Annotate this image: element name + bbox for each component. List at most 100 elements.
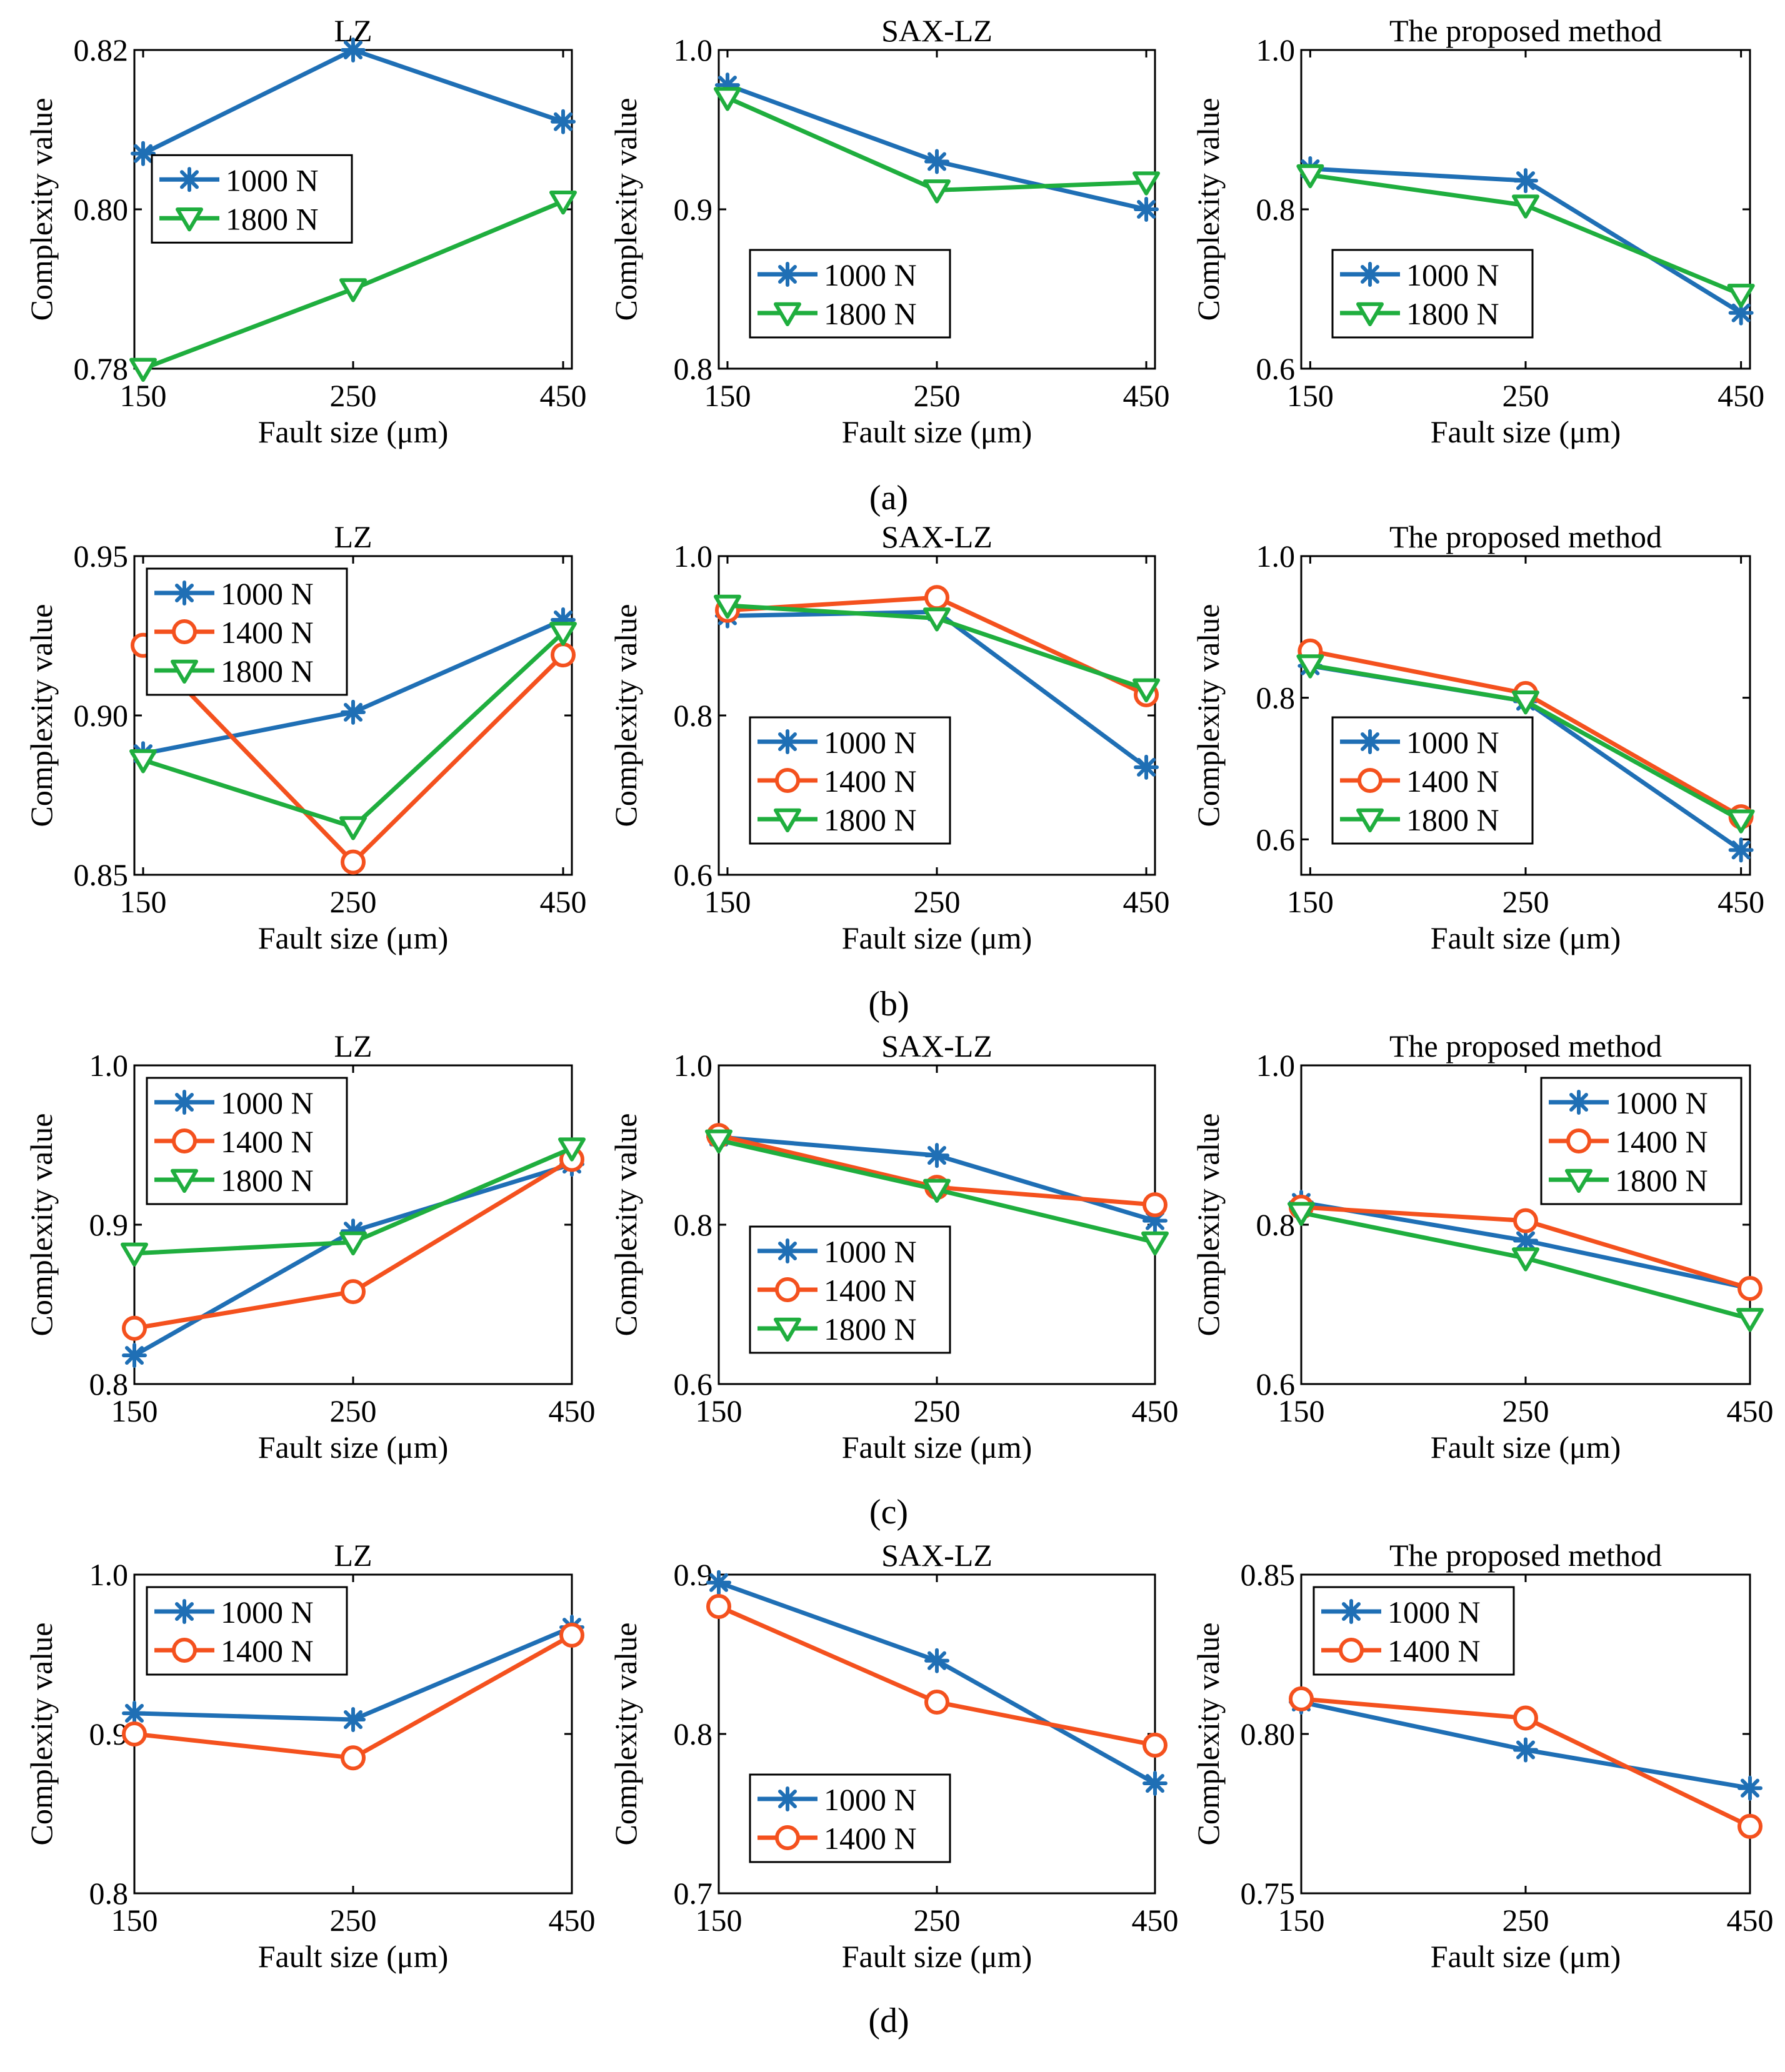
chart-r1c3-ylabel: Complexity value — [1191, 98, 1226, 321]
chart-r2c1-legend-item-1800-n-label: 1800 N — [221, 654, 314, 689]
chart-r2c2-legend-item-1400-n-marker — [775, 768, 800, 793]
chart-r4c2-legend-item-1000-n-marker — [775, 1786, 800, 1811]
chart-r4c3-xtick-label: 450 — [1727, 1903, 1774, 1938]
chart-r3c3-series-1400-n-point — [1513, 1208, 1538, 1233]
chart-r4c1-series-1000-n-point — [122, 1700, 147, 1726]
chart-r4c3: The proposed method 0.75 0.80 0.85 150 250 450… — [1191, 1538, 1774, 1974]
chart-r4c2-xtick-label: 150 — [696, 1903, 742, 1938]
chart-r1c2-title: SAX-LZ — [881, 13, 992, 48]
chart-r1c3-legend-item-1800-n-label: 1800 N — [1406, 296, 1499, 331]
chart-r1c1-series-1000-n-point-stroke — [133, 144, 153, 163]
chart-r3c2-xtick-label: 150 — [696, 1393, 742, 1428]
chart-r1c2-xlabel: Fault size (μm) — [842, 414, 1032, 449]
chart-r3c1-xtick-label: 250 — [330, 1393, 377, 1428]
chart-r1c3-ytick-label: 0.6 — [1256, 351, 1296, 386]
chart-r1c1-xtick-label: 250 — [330, 378, 377, 413]
chart-r3c3-series-1800-n-point — [1512, 1247, 1539, 1272]
chart-r4c1-series-1000-n-point-stroke — [124, 1703, 144, 1723]
chart-r3c2-ytick-label: 0.8 — [674, 1207, 713, 1242]
chart-r2c2-legend-item-1000-n-marker — [775, 729, 800, 754]
chart-r1c2-xtick-label: 150 — [704, 378, 751, 413]
chart-r4c3-legend-item-1000-n-marker — [1339, 1599, 1364, 1624]
chart-r1c1-series-1000-n-line — [142, 47, 564, 156]
chart-r3c3-series-1000-n-point-stroke — [1516, 1231, 1536, 1250]
chart-r4c2-ylabel: Complexity value — [608, 1623, 643, 1846]
chart-r4c2-series-1000-n-point-stroke — [709, 1573, 729, 1592]
chart-r3c2-series-1800-n-point — [1141, 1231, 1169, 1256]
chart-r2c1-ytick-label: 0.85 — [74, 857, 129, 892]
chart-r2c3-xtick-label: 450 — [1718, 884, 1764, 919]
chart-r3c3-ytick-label: 1.0 — [1256, 1048, 1296, 1083]
chart-r4c3-title: The proposed method — [1389, 1538, 1662, 1573]
chart-r4c3-legend-item-1000-n-label: 1000 N — [1388, 1595, 1481, 1630]
chart-r2c1-series-1800-n-point — [549, 622, 577, 646]
chart-r1c2-legend-item-1800-n-label: 1800 N — [824, 296, 917, 331]
chart-r3c3-legend-item-1800-n-label: 1800 N — [1615, 1163, 1708, 1198]
chart-r1c2-legend-item-1000-n-marker — [775, 262, 800, 287]
chart-r2c1-series-1800-n — [129, 622, 577, 840]
chart-r1c3-legend-box — [1331, 249, 1534, 339]
chart-r3c2-ylabel: Complexity value — [608, 1113, 643, 1337]
chart-r1c2-series-1800-n — [713, 87, 1161, 204]
chart-r4c3-xtick-label: 250 — [1502, 1903, 1549, 1938]
chart-r2c1-legend: 1000 N 1400 N 1800 N — [146, 567, 348, 696]
chart-r1c1-series-1000-n-point — [341, 37, 366, 62]
chart-r2c1: LZ 0.85 0.90 0.95 150 250 450 Fault size (μm) Co… — [24, 519, 587, 955]
chart-r1c2-xtick-label: 450 — [1123, 378, 1170, 413]
chart-r4c2-series-1000-n — [706, 1570, 1168, 1796]
chart-r2c3-series-1800-n-point — [1296, 654, 1324, 679]
chart-r2c3-legend-item-1000-n-label: 1000 N — [1406, 725, 1499, 760]
chart-r1c3-legend-item-1000-n-marker — [1358, 262, 1382, 287]
chart-r2c1-xtick-label: 250 — [330, 884, 377, 919]
chart-r4c1-xtick-label: 250 — [330, 1903, 377, 1938]
chart-r1c1-series-1800-n — [129, 191, 577, 382]
chart-r2c3-ytick-label: 1.0 — [1256, 539, 1296, 574]
chart-r4c2-series-1000-n-point-stroke — [927, 1651, 947, 1670]
chart-r3c1-series-1800-n-point — [339, 1231, 367, 1256]
chart-r2c3-series-1800-n-point — [1512, 690, 1539, 715]
chart-r4c2-xtick-label: 450 — [1132, 1903, 1179, 1938]
chart-r4c1-series-1400-n-point — [341, 1745, 366, 1771]
chart-r3c1-legend-item-1000-n-marker — [172, 1090, 197, 1115]
chart-r3c1-xtick-label: 150 — [111, 1393, 158, 1428]
chart-r1c1-series-1000-n-point — [131, 141, 156, 166]
panel-label-b: (b) — [868, 985, 909, 1024]
chart-r3c2-ytick-label: 1.0 — [674, 1048, 713, 1083]
chart-r2c2-series-1000-n-point — [1134, 754, 1159, 780]
chart-r1c3-legend-item-1000-n-label: 1000 N — [1406, 257, 1499, 292]
chart-r1c3-series-1800-n — [1296, 164, 1755, 308]
chart-r4c3-series-1400-n-point — [1513, 1705, 1538, 1731]
chart-r1c3-xtick-label: 450 — [1718, 378, 1764, 413]
chart-r1c2-ytick-label: 1.0 — [674, 32, 713, 67]
chart-r2c3-title: The proposed method — [1389, 519, 1662, 554]
panel-label-d: (d) — [868, 2001, 909, 2040]
chart-r4c1: LZ 0.8 0.9 1.0 150 250 450 Fault size (μm) Compl… — [24, 1538, 596, 1974]
chart-r4c2-ytick-label: 0.7 — [674, 1876, 713, 1911]
chart-r4c2-series-1400-n-point — [706, 1594, 731, 1619]
chart-r3c1-ylabel: Complexity value — [24, 1113, 59, 1337]
chart-r2c3-legend-item-1000-n-marker-stroke — [1360, 732, 1380, 752]
chart-r1c3-series-1000-n-point-stroke — [1516, 171, 1536, 191]
chart-r1c1-series-1800-n-point — [129, 357, 157, 382]
chart-r2c2-series-1800-n-point — [713, 594, 741, 619]
chart-r1c1-legend-item-1000-n-label: 1000 N — [226, 162, 319, 197]
chart-r4c3-legend-item-1400-n-marker — [1339, 1638, 1364, 1663]
chart-r3c2-xtick-label: 250 — [914, 1393, 961, 1428]
chart-r1c3-legend: 1000 N 1800 N — [1331, 249, 1534, 339]
chart-r2c1-series-1000-n-point-stroke — [343, 702, 363, 722]
chart-r2c3-legend-item-1800-n-marker — [1356, 808, 1384, 833]
chart-r1c3-series-1800-n-point — [1512, 194, 1539, 219]
chart-r2c3-series-1000-n-point-stroke — [1731, 840, 1751, 860]
chart-r2c1-legend-item-1800-n-marker — [171, 659, 198, 684]
chart-r2c2-series-1800-n-point — [1132, 678, 1161, 702]
chart-r3c3-xlabel: Fault size (μm) — [1431, 1430, 1621, 1465]
chart-r4c2-series-1400-n-point — [924, 1690, 949, 1715]
chart-r3c1-legend-item-1800-n-label: 1800 N — [221, 1163, 314, 1198]
chart-r4c1-series-1400-n — [122, 1622, 584, 1771]
chart-r1c2-series-1800-n-point — [1132, 171, 1161, 196]
chart-r2c1-series-1800-n-point — [339, 816, 367, 840]
chart-r3c1-legend-item-1400-n-marker — [172, 1128, 197, 1153]
chart-r4c2-legend-item-1400-n-marker — [775, 1825, 800, 1850]
